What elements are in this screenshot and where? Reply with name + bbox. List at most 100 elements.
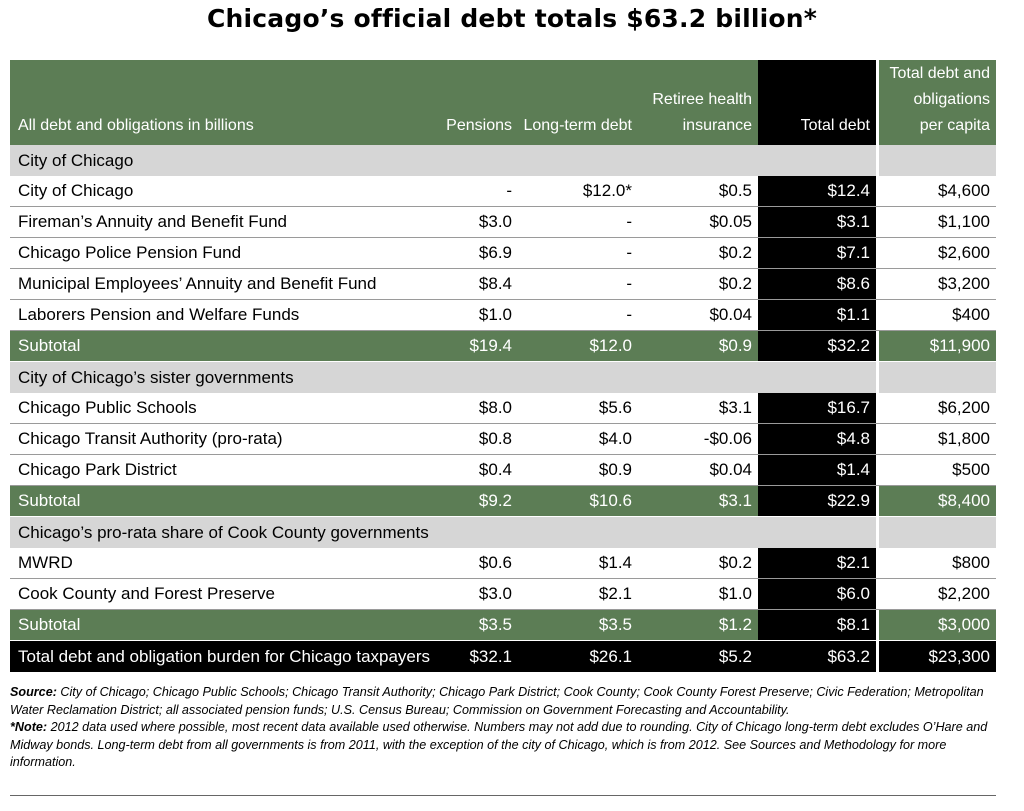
pensions-cell: $0.8 — [478, 429, 512, 448]
long-term-debt-cell — [518, 362, 638, 393]
pensions-cell — [445, 145, 518, 176]
total-debt-cell — [758, 517, 876, 548]
header-per-capita: Total debt and obligations per capita — [876, 60, 996, 145]
row-label: MWRD — [18, 553, 73, 572]
row-label: Chicago Police Pension Fund — [18, 243, 242, 262]
long-term-debt-cell: - — [626, 305, 632, 324]
row-label: Chicago Public Schools — [18, 398, 197, 417]
per-capita-cell: $1,100 — [876, 207, 996, 237]
row-label: Subtotal — [18, 491, 81, 510]
retiree-health-cell: $3.1 — [718, 398, 752, 417]
table-row: Chicago Public Schools $8.0 $5.6 $3.1 $16.7 $… — [10, 393, 996, 424]
retiree-health-cell — [638, 145, 758, 176]
row-label: Subtotal — [18, 336, 81, 355]
row-label: City of Chicago — [18, 150, 134, 170]
pensions-cell: $3.0 — [478, 212, 512, 231]
long-term-debt-cell: $1.4 — [598, 553, 632, 572]
pensions-cell — [445, 362, 518, 393]
pensions-cell: $8.4 — [478, 274, 512, 293]
table-body: City of Chicago City of Chicago - $12.0* $0.… — [10, 145, 996, 672]
total-debt-cell: $2.1 — [758, 548, 876, 578]
pensions-cell: $1.0 — [478, 305, 512, 324]
pensions-cell: $0.4 — [478, 460, 512, 479]
long-term-debt-cell — [518, 145, 638, 176]
pensions-cell: $8.0 — [478, 398, 512, 417]
retiree-health-cell: $0.04 — [709, 305, 752, 324]
pensions-cell: $0.6 — [478, 553, 512, 572]
table-row: Chicago Transit Authority (pro-rata) $0.8… — [10, 424, 996, 455]
total-debt-cell: $6.0 — [758, 579, 876, 609]
retiree-health-cell: $0.04 — [709, 460, 752, 479]
header-pensions: Pensions — [446, 117, 512, 134]
row-label: Municipal Employees’ Annuity and Benefit… — [18, 274, 377, 293]
per-capita-cell: $4,600 — [876, 176, 996, 206]
header-retiree-health: Retiree health insurance — [652, 91, 752, 134]
total-debt-cell — [758, 362, 876, 393]
total-debt-cell: $32.2 — [758, 331, 876, 361]
section-header-row: City of Chicago — [10, 145, 996, 176]
retiree-health-cell: $1.2 — [718, 615, 752, 634]
per-capita-cell: $11,900 — [876, 331, 996, 361]
total-debt-cell — [758, 145, 876, 176]
retiree-health-cell: $1.0 — [718, 584, 752, 603]
header-total-debt: Total debt — [758, 60, 876, 145]
total-debt-cell: $8.6 — [758, 269, 876, 299]
pensions-cell — [445, 517, 518, 548]
retiree-health-cell: $3.1 — [718, 491, 752, 510]
table-row: Laborers Pension and Welfare Funds $1.0 - $… — [10, 300, 996, 331]
long-term-debt-cell: $2.1 — [598, 584, 632, 603]
source-note: Source: City of Chicago; Chicago Public … — [10, 684, 1000, 719]
per-capita-cell: $1,800 — [876, 424, 996, 454]
total-debt-cell: $8.1 — [758, 610, 876, 640]
per-capita-cell: $8,400 — [876, 486, 996, 516]
total-debt-cell: $22.9 — [758, 486, 876, 516]
per-capita-cell — [876, 145, 996, 176]
row-label: City of Chicago’s sister governments — [18, 367, 294, 387]
retiree-health-cell: $0.9 — [718, 336, 752, 355]
total-debt-cell: $1.1 — [758, 300, 876, 330]
long-term-debt-cell: $26.1 — [589, 646, 632, 666]
per-capita-cell: $800 — [876, 548, 996, 578]
footnotes: Source: City of Chicago; Chicago Public … — [10, 684, 1000, 772]
source-text: City of Chicago; Chicago Public Schools;… — [10, 685, 984, 717]
total-debt-cell: $4.8 — [758, 424, 876, 454]
total-debt-cell: $1.4 — [758, 455, 876, 485]
pensions-cell: $6.9 — [478, 243, 512, 262]
table-row: Fireman’s Annuity and Benefit Fund $3.0 - $… — [10, 207, 996, 238]
row-label: Laborers Pension and Welfare Funds — [18, 305, 300, 324]
row-label: Fireman’s Annuity and Benefit Fund — [18, 212, 288, 231]
long-term-debt-cell: $0.9 — [598, 460, 632, 479]
long-term-debt-cell: - — [626, 243, 632, 262]
per-capita-cell: $2,600 — [876, 238, 996, 268]
table-header-row: All debt and obligations in billions Pen… — [10, 60, 996, 145]
long-term-debt-cell: $5.6 — [598, 398, 632, 417]
retiree-health-cell: $0.5 — [718, 181, 752, 200]
page-title: Chicago’s official debt totals $63.2 bil… — [206, 4, 818, 33]
pensions-cell: $32.1 — [469, 646, 512, 666]
row-label: Chicago Transit Authority (pro-rata) — [18, 429, 283, 448]
per-capita-cell: $23,300 — [876, 641, 996, 672]
retiree-health-cell — [638, 362, 758, 393]
retiree-health-cell — [638, 517, 758, 548]
row-label: Cook County and Forest Preserve — [18, 584, 276, 603]
retiree-health-cell: $0.2 — [718, 274, 752, 293]
pensions-cell: $9.2 — [478, 491, 512, 510]
retiree-health-cell: $0.05 — [709, 212, 752, 231]
section-header-row: City of Chicago’s sister governments — [10, 362, 996, 393]
per-capita-cell: $3,000 — [876, 610, 996, 640]
source-label: Source: — [10, 685, 57, 699]
long-term-debt-cell: - — [626, 212, 632, 231]
asterisk-note: *Note: 2012 data used where possible, mo… — [10, 719, 1000, 772]
per-capita-cell: $3,200 — [876, 269, 996, 299]
per-capita-cell — [876, 517, 996, 548]
bottom-divider — [10, 795, 996, 796]
debt-table: All debt and obligations in billions Pen… — [10, 60, 996, 672]
per-capita-cell: $400 — [876, 300, 996, 330]
retiree-health-cell: $0.2 — [718, 553, 752, 572]
pensions-cell: - — [506, 181, 512, 200]
table-row: Cook County and Forest Preserve $3.0 $2.1 $… — [10, 579, 996, 610]
grand-total-row: Total debt and obligation burden for Chi… — [10, 641, 996, 672]
total-debt-cell: $12.4 — [758, 176, 876, 206]
long-term-debt-cell — [518, 517, 638, 548]
per-capita-cell — [876, 362, 996, 393]
